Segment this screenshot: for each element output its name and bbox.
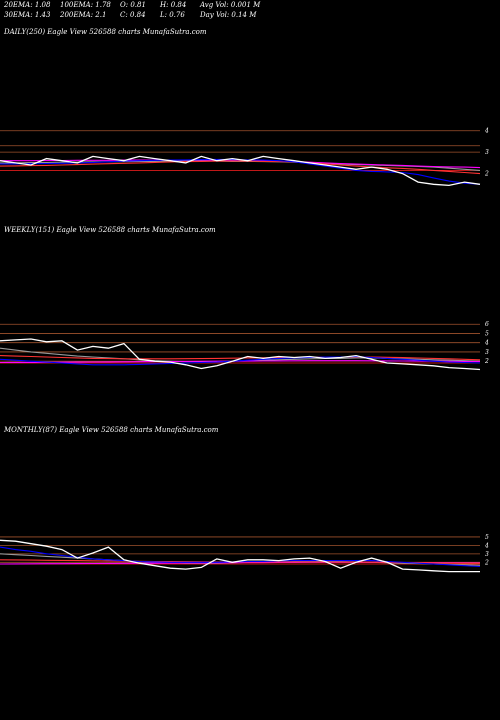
daily-panel-label: DAILY(250) Eagle View 526588 charts Muna… <box>4 28 207 36</box>
daily-ytick: 2 <box>484 171 489 178</box>
weekly-series-line <box>0 355 481 361</box>
avg-vol-label: Avg Vol: 0.001 M <box>200 1 261 9</box>
close-label: C: 0.84 <box>120 11 146 19</box>
daily-series-line <box>0 160 481 175</box>
weekly-series-line <box>0 355 481 366</box>
ema200-label: 200EMA: 2.1 <box>60 11 107 19</box>
daily-ytick: 4 <box>484 128 489 135</box>
monthly-ytick: 3 <box>485 551 489 558</box>
monthly-panel-label: MONTHLY(87) Eagle View 526588 charts Mun… <box>4 426 219 434</box>
weekly-ytick: 3 <box>485 349 489 356</box>
weekly-ytick: 6 <box>485 321 489 328</box>
low-label: L: 0.76 <box>160 11 185 19</box>
high-label: H: 0.84 <box>160 1 187 9</box>
weekly-ytick: 4 <box>484 340 489 347</box>
daily-series-line <box>0 158 481 185</box>
weekly-series-line <box>0 338 481 371</box>
ema100-label: 100EMA: 1.78 <box>60 1 111 9</box>
daily-ytick: 3 <box>485 149 489 156</box>
ema30-label: 30EMA: 1.43 <box>4 11 51 19</box>
weekly-ytick: 2 <box>484 358 489 365</box>
day-vol-label: Day Vol: 0.14 M <box>200 11 257 19</box>
daily-series-line <box>0 159 481 169</box>
weekly-ytick: 5 <box>485 330 489 337</box>
weekly-panel-label: WEEKLY(151) Eagle View 526588 charts Mun… <box>4 226 216 234</box>
monthly-ytick: 4 <box>484 542 489 549</box>
monthly-series-line <box>0 539 480 573</box>
monthly-ytick: 2 <box>484 559 489 566</box>
ema20-label: 20EMA: 1.08 <box>4 1 51 9</box>
open-label: O: 0.81 <box>120 1 146 9</box>
daily-series-line <box>0 155 481 187</box>
monthly-ytick: 5 <box>485 534 489 541</box>
